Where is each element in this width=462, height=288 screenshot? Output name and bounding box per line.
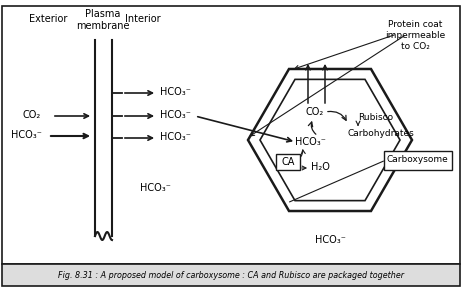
Text: HCO₃⁻: HCO₃⁻ xyxy=(160,132,191,142)
Text: HCO₃⁻: HCO₃⁻ xyxy=(295,137,325,147)
Text: CO₂: CO₂ xyxy=(306,107,324,117)
Text: HCO₃⁻: HCO₃⁻ xyxy=(160,110,191,120)
Text: Interior: Interior xyxy=(125,14,161,24)
Text: Protein coat
impermeable
to CO₂: Protein coat impermeable to CO₂ xyxy=(385,20,445,51)
Text: Rubisco: Rubisco xyxy=(358,113,393,122)
Text: Carboxysome: Carboxysome xyxy=(386,156,448,164)
Text: H₂O: H₂O xyxy=(310,162,329,172)
Text: CO₂: CO₂ xyxy=(23,110,41,120)
Text: Carbohydrates: Carbohydrates xyxy=(348,128,415,137)
Text: HCO₃⁻: HCO₃⁻ xyxy=(140,183,170,193)
Text: CA: CA xyxy=(281,157,295,167)
Text: HCO₃⁻: HCO₃⁻ xyxy=(315,235,346,245)
Text: HCO₃⁻: HCO₃⁻ xyxy=(11,130,42,140)
Text: Fig. 8.31 : A proposed model of carboxysome : CA and Rubisco are packaged togeth: Fig. 8.31 : A proposed model of carboxys… xyxy=(58,270,404,279)
FancyBboxPatch shape xyxy=(2,264,460,286)
Text: Plasma
membrane: Plasma membrane xyxy=(76,9,130,31)
FancyBboxPatch shape xyxy=(276,154,300,170)
Text: Exterior: Exterior xyxy=(29,14,67,24)
FancyBboxPatch shape xyxy=(383,151,451,170)
Text: HCO₃⁻: HCO₃⁻ xyxy=(160,87,191,97)
FancyBboxPatch shape xyxy=(2,6,460,264)
